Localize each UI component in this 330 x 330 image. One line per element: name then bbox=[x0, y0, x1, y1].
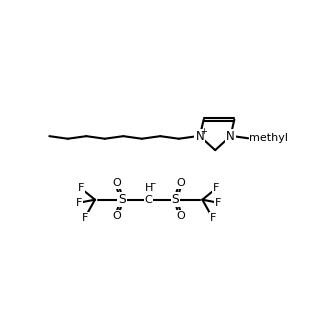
Text: +: + bbox=[200, 127, 207, 136]
Text: O: O bbox=[112, 211, 121, 221]
Text: F: F bbox=[213, 183, 220, 193]
Text: H: H bbox=[145, 183, 153, 193]
Text: O: O bbox=[112, 178, 121, 188]
Text: F: F bbox=[210, 213, 216, 223]
Text: S: S bbox=[172, 193, 179, 206]
Text: C: C bbox=[145, 195, 152, 205]
Text: −: − bbox=[149, 179, 155, 188]
Text: F: F bbox=[76, 198, 82, 208]
Text: F: F bbox=[215, 198, 221, 208]
Text: O: O bbox=[176, 178, 185, 188]
Text: F: F bbox=[82, 213, 88, 223]
Text: F: F bbox=[78, 183, 84, 193]
Text: N: N bbox=[226, 130, 235, 143]
Text: O: O bbox=[176, 211, 185, 221]
Text: methyl: methyl bbox=[249, 133, 288, 143]
Text: S: S bbox=[118, 193, 126, 206]
Text: N: N bbox=[195, 130, 204, 143]
